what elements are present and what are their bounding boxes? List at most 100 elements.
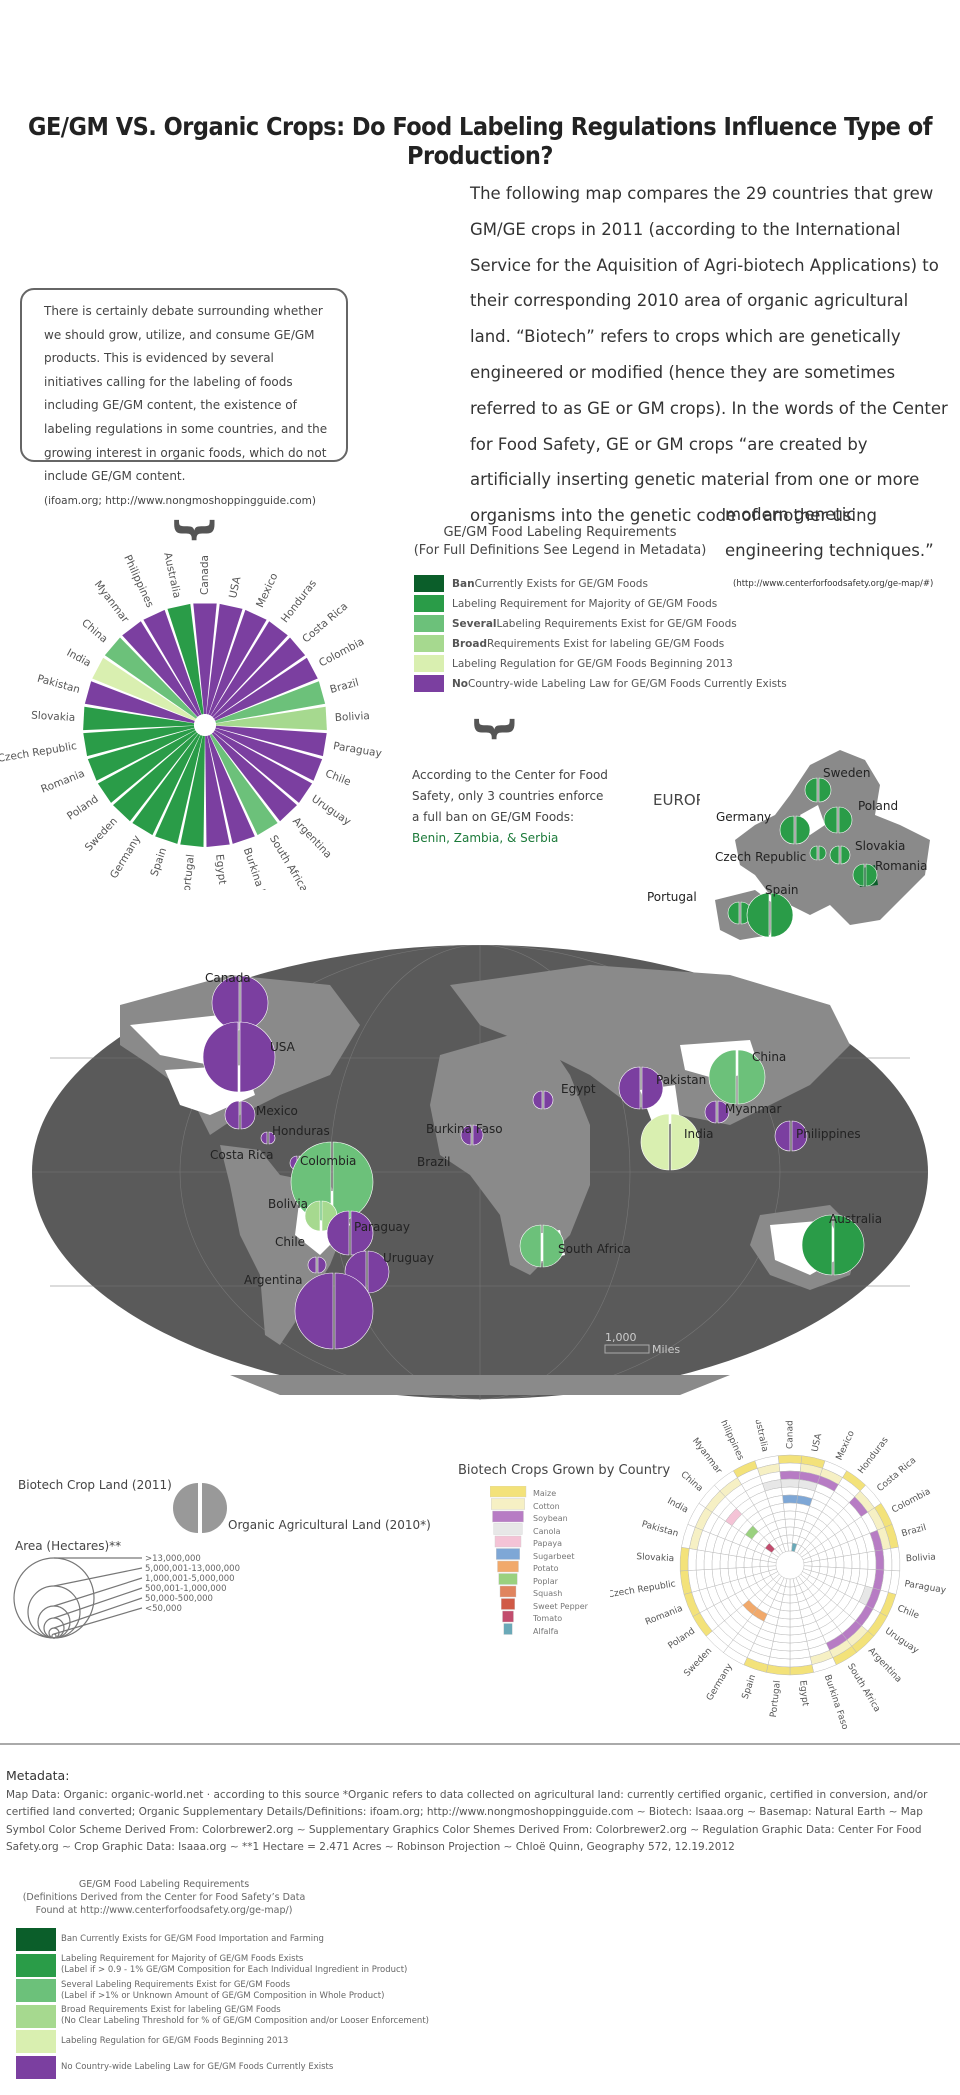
legend-text: Labeling Requirement for Majority of GE/… <box>452 597 718 610</box>
radial-bar <box>122 621 200 717</box>
labeling-legend-row: No Country-wide Labeling Law for GE/GM F… <box>414 675 787 692</box>
crop-swatch <box>490 1486 527 1498</box>
metadata-legend-text: Labeling Regulation for GE/GM Foods Begi… <box>61 2036 288 2047</box>
legend-swatch <box>414 615 444 632</box>
radial-bar <box>215 706 327 731</box>
biotech-legend-label: Biotech Crop Land (2011) <box>18 1478 172 1492</box>
crop-swatch <box>494 1535 522 1548</box>
crops-country-label: Poland <box>667 1626 697 1651</box>
crop-label: Potato <box>533 1564 559 1573</box>
crop-swatch <box>502 1610 514 1623</box>
legend-text: Labeling Requirements Exist for GE/GM Fo… <box>496 617 737 630</box>
radial-country-label: Spain <box>148 846 169 878</box>
metadata-legend-text: No Country-wide Labeling Law for GE/GM F… <box>61 2062 333 2073</box>
world-country-label: Colombia <box>300 1154 357 1168</box>
crop-cell <box>789 1601 801 1612</box>
crops-country-label: Czech Republic <box>610 1579 676 1600</box>
area-class-label: 1,000,001-5,000,000 <box>145 1574 235 1584</box>
world-country-label: Bolivia <box>268 1197 309 1211</box>
radial-bar <box>87 728 196 781</box>
crops-country-label: Costa Rica <box>875 1456 918 1494</box>
legend-bold: Several <box>452 617 497 630</box>
crop-label: Squash <box>533 1589 563 1598</box>
crops-country-label: Colombia <box>890 1487 932 1516</box>
split-symbol <box>779 815 811 845</box>
europe-country-label: Germany <box>716 810 772 824</box>
labeling-legend-row: Labeling Regulation for GE/GM Foods Begi… <box>414 655 733 672</box>
legend-swatch <box>414 595 444 612</box>
radial-bar <box>193 603 217 715</box>
crop-cell <box>695 1549 706 1571</box>
crops-country-label: Bolivia <box>906 1553 937 1565</box>
radial-country-label: Paraguay <box>332 740 382 760</box>
crops-country-label: Burkina Faso <box>822 1673 850 1730</box>
labeling-legend-row: Ban Currently Exists for GE/GM Foods <box>414 575 648 592</box>
legend-swatch <box>414 635 444 652</box>
radial-country-label: Philippines <box>121 553 156 609</box>
split-symbol <box>532 1090 554 1110</box>
europe-label: EUROPE <box>653 791 715 809</box>
world-country-label: Honduras <box>272 1124 330 1138</box>
metadata-legend-text: Several Labeling Requirements Exist for … <box>61 1980 384 2002</box>
radial-bar <box>92 657 196 721</box>
world-country-label: Argentina <box>244 1273 303 1287</box>
crop-swatch <box>491 1498 525 1510</box>
metadata-legend-line: Broad Requirements Exist for labeling GE… <box>61 2005 281 2015</box>
crops-legend-swatches <box>490 1486 527 1635</box>
split-symbol <box>304 1200 338 1232</box>
crop-cell <box>866 1550 877 1570</box>
split-symbol <box>801 1214 865 1276</box>
legend-text: Labeling Regulation for GE/GM Foods Begi… <box>452 657 733 670</box>
ban-note: According to the Center for Food Safety,… <box>412 765 612 849</box>
radial-center <box>194 714 216 736</box>
radial-country-label: Brazil <box>329 677 360 696</box>
split-symbol <box>294 1272 374 1350</box>
crops-country-label: Pakistan <box>640 1520 679 1540</box>
crop-label: Sugarbeet <box>533 1551 575 1561</box>
radial-bar <box>84 681 195 724</box>
crops-country-label: India <box>665 1496 689 1515</box>
world-country-label: Myanmar <box>725 1102 782 1116</box>
labeling-legend-subtitle: (For Full Definitions See Legend in Meta… <box>413 543 707 558</box>
crop-cell <box>858 1552 869 1570</box>
crops-country-label: Portugal <box>769 1680 783 1718</box>
radial-bar <box>206 603 243 715</box>
metadata-legend-line: (Label if >1% or Unknown Amount of GE/GM… <box>61 1990 385 2001</box>
world-country-label: Uruguay <box>383 1251 434 1265</box>
world-country-label: Canada <box>205 971 251 985</box>
area-class-label: <50,000 <box>145 1604 182 1614</box>
split-symbol <box>460 1124 484 1146</box>
radial-country-label: Pakistan <box>36 673 82 696</box>
crop-label: Cotton <box>533 1501 560 1511</box>
radial-bar <box>207 735 255 844</box>
metadata-legend-row: Labeling Regulation for GE/GM Foods Begi… <box>16 2030 288 2053</box>
metadata-text: Map Data: Organic: organic-world.net · a… <box>6 1788 928 1854</box>
crop-cell <box>777 1454 803 1464</box>
radial-bar <box>143 609 202 716</box>
world-country-label: China <box>752 1050 787 1064</box>
europe-country-label: Poland <box>858 799 899 813</box>
crop-swatch <box>501 1598 515 1610</box>
radial-bar <box>112 732 199 822</box>
radial-country-label: China <box>79 617 110 646</box>
legend-text: Requirements Exist for labeling GE/GM Fo… <box>487 637 725 650</box>
split-symbol <box>307 1256 327 1274</box>
radial-country-label: Australia <box>161 551 183 599</box>
crops-country-label: Brazil <box>901 1523 928 1539</box>
metadata-legend-line: (No Clear Labeling Threshold for % of GE… <box>61 2016 429 2026</box>
europe-inset-map <box>700 745 940 945</box>
crop-swatch <box>499 1585 517 1598</box>
world-country-label: Philippines <box>796 1127 861 1141</box>
radial-bar <box>83 706 195 731</box>
crop-cell <box>850 1553 861 1570</box>
crop-label: Soybean <box>533 1514 568 1523</box>
europe-country-label: Czech Republic <box>715 850 807 864</box>
metadata-legend-line: No Country-wide Labeling Law for GE/GM F… <box>61 2061 334 2072</box>
europe-landmass <box>735 750 930 925</box>
world-country-label: USA <box>270 1040 295 1054</box>
europe-country-label: Romania <box>875 859 928 873</box>
debate-box: There is certainly debate surrounding wh… <box>20 288 348 507</box>
metadata-legend-swatch <box>16 1979 56 2002</box>
split-symbol <box>774 1120 808 1152</box>
labeling-legend-row: Labeling Requirement for Majority of GE/… <box>414 595 717 612</box>
